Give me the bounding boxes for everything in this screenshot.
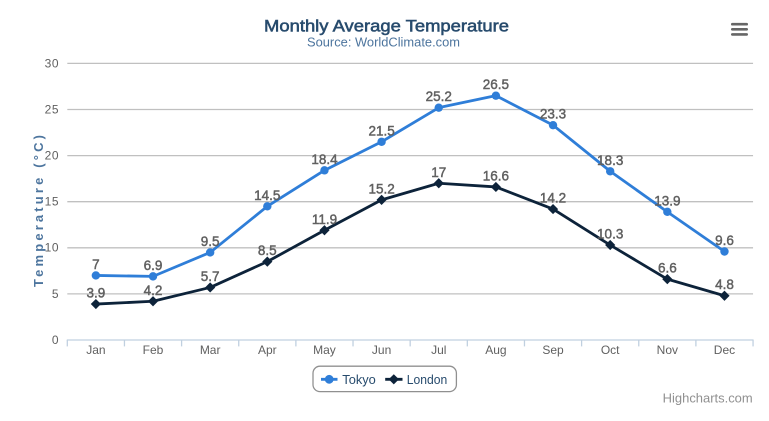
- svg-text:Jul: Jul: [431, 343, 446, 357]
- svg-text:Oct: Oct: [601, 343, 620, 357]
- svg-text:Temperature (°C): Temperature (°C): [31, 135, 46, 287]
- svg-text:23.3: 23.3: [540, 107, 566, 122]
- svg-text:Highcharts.com: Highcharts.com: [663, 391, 753, 405]
- svg-text:9.5: 9.5: [201, 234, 220, 249]
- svg-text:Mar: Mar: [200, 343, 221, 357]
- svg-text:18.3: 18.3: [597, 153, 623, 168]
- svg-text:Sep: Sep: [542, 343, 564, 357]
- svg-text:Dec: Dec: [714, 343, 735, 357]
- svg-text:Source: WorldClimate.com: Source: WorldClimate.com: [307, 34, 460, 49]
- svg-text:25.2: 25.2: [426, 89, 452, 104]
- svg-text:21.5: 21.5: [368, 123, 394, 138]
- svg-text:30: 30: [45, 56, 60, 70]
- svg-text:17: 17: [431, 165, 446, 180]
- svg-text:Jan: Jan: [86, 343, 105, 357]
- svg-text:9.6: 9.6: [715, 233, 734, 248]
- svg-text:26.5: 26.5: [483, 77, 509, 92]
- svg-text:10: 10: [45, 241, 60, 255]
- svg-text:Tokyo: Tokyo: [342, 372, 376, 387]
- svg-text:20: 20: [45, 149, 60, 163]
- svg-text:7: 7: [92, 257, 100, 272]
- svg-text:15.2: 15.2: [368, 181, 394, 196]
- svg-text:25: 25: [45, 102, 60, 116]
- svg-text:14.5: 14.5: [254, 188, 280, 203]
- svg-text:Feb: Feb: [143, 343, 164, 357]
- svg-text:Aug: Aug: [485, 343, 506, 357]
- svg-text:4.8: 4.8: [715, 277, 734, 292]
- svg-text:11.9: 11.9: [312, 212, 337, 227]
- svg-text:13.9: 13.9: [654, 193, 680, 208]
- svg-text:5: 5: [52, 287, 59, 301]
- svg-text:Apr: Apr: [258, 343, 277, 357]
- svg-text:3.9: 3.9: [86, 286, 105, 301]
- svg-text:6.6: 6.6: [658, 261, 677, 276]
- svg-text:0: 0: [52, 333, 59, 347]
- svg-text:14.2: 14.2: [540, 191, 566, 206]
- svg-text:15: 15: [45, 195, 60, 209]
- svg-text:May: May: [313, 343, 336, 357]
- svg-text:8.5: 8.5: [258, 243, 277, 258]
- svg-text:Jun: Jun: [372, 343, 391, 357]
- svg-text:Monthly Average Temperature: Monthly Average Temperature: [264, 17, 509, 36]
- svg-text:16.6: 16.6: [483, 168, 509, 183]
- svg-text:18.4: 18.4: [311, 152, 338, 167]
- svg-text:London: London: [407, 372, 448, 387]
- svg-text:6.9: 6.9: [144, 258, 163, 273]
- svg-text:Nov: Nov: [657, 343, 678, 357]
- svg-text:4.2: 4.2: [144, 283, 163, 298]
- svg-text:5.7: 5.7: [201, 269, 220, 284]
- svg-text:10.3: 10.3: [597, 227, 623, 242]
